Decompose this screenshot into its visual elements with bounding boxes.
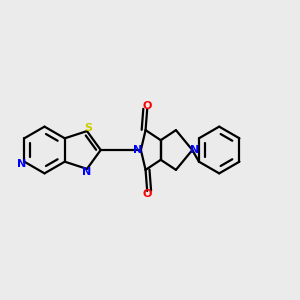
Text: O: O [142, 101, 152, 111]
Text: N: N [190, 145, 199, 155]
Text: N: N [17, 159, 26, 169]
Text: N: N [133, 145, 142, 155]
Text: O: O [142, 189, 152, 199]
Text: N: N [82, 167, 91, 177]
Text: S: S [85, 123, 93, 133]
